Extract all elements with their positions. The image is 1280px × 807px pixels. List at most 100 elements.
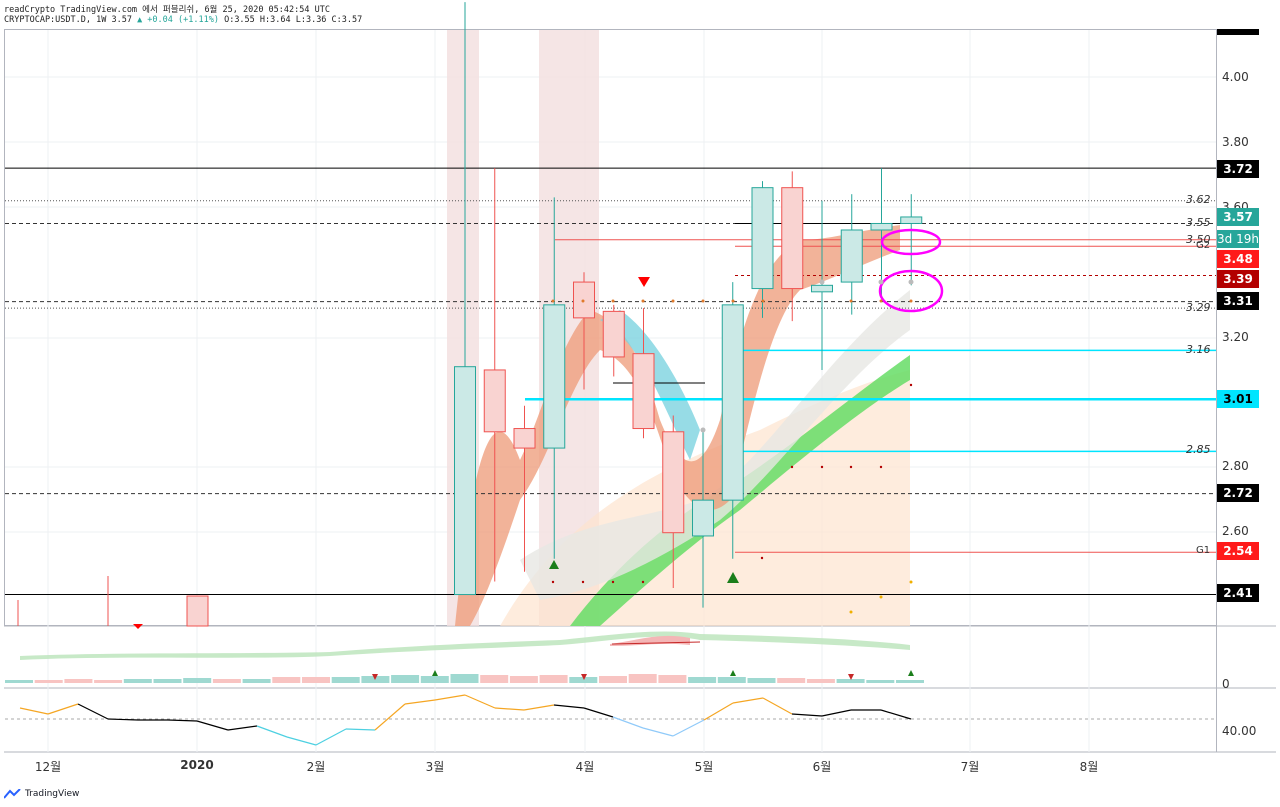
ribbon-band: [600, 310, 700, 460]
tradingview-logo[interactable]: TradingView: [4, 789, 79, 799]
oscillator-line: [286, 736, 317, 746]
price-badge: 2.41: [1217, 584, 1259, 602]
oscillator-pane: [5, 694, 1216, 746]
dot-marker: [909, 580, 913, 584]
dot-marker: [878, 279, 884, 285]
dot-marker: [641, 299, 645, 303]
oscillator-line: [227, 725, 258, 731]
dot-marker: [641, 580, 645, 584]
price-tick: 4.00: [1222, 70, 1249, 84]
dot-marker: [879, 465, 883, 469]
oscillator-line: [374, 703, 406, 731]
dot-marker: [909, 383, 913, 387]
level-label: 3.50: [1186, 233, 1211, 246]
price-tick: 3.20: [1222, 330, 1249, 344]
buy-signal-icon: [549, 560, 559, 569]
volume-bar: [34, 680, 63, 683]
dot-marker: [700, 427, 706, 433]
annotations: [133, 228, 944, 629]
dot-marker: [790, 465, 794, 469]
highlight-circle: [878, 269, 944, 313]
volume-bar: [836, 679, 865, 683]
dot-marker: [849, 610, 853, 614]
time-tick: 5월: [694, 760, 714, 774]
level-label: 3.16: [1186, 343, 1211, 356]
candle-body: [751, 187, 774, 290]
candle-body: [692, 499, 714, 537]
oscillator-line: [404, 699, 436, 705]
price-badge: 2.72: [1217, 484, 1259, 502]
oscillator-line: [523, 704, 555, 711]
dot-marker: [849, 299, 853, 303]
moving-average-ribbons: [455, 225, 910, 626]
volume-bar: [806, 679, 835, 683]
indicator-band: [20, 631, 910, 660]
oscillator-line: [672, 719, 705, 737]
oscillator-line: [434, 694, 466, 701]
volume-bar: [331, 677, 360, 683]
level-label: 3.29: [1186, 301, 1211, 314]
volume-bar: [361, 676, 390, 683]
price-badge: 3.72: [1217, 160, 1259, 178]
candle-body: [602, 310, 625, 358]
price-badge: 2.54: [1217, 542, 1259, 560]
volume-bar: [628, 674, 657, 683]
symbol-label[interactable]: CRYPTOCAP:USDT.D, 1W 3.57: [4, 15, 132, 25]
dot-marker: [760, 556, 764, 560]
indicator-line: [611, 641, 701, 645]
time-tick: 4월: [575, 760, 595, 774]
oscillator-line: [553, 704, 585, 709]
time-tick: 8월: [1079, 760, 1099, 774]
dot-marker: [701, 299, 705, 303]
dot-marker: [761, 299, 765, 303]
candle-body: [781, 187, 804, 290]
price-badge: 3.31: [1217, 292, 1259, 310]
volume-bar: [212, 679, 241, 683]
candles: [17, 2, 923, 627]
volume-bar: [242, 679, 271, 683]
tradingview-logo-icon: [4, 789, 21, 799]
candle-body: [543, 304, 566, 449]
up-arrow-icon: [432, 670, 438, 676]
candle-body: [483, 369, 506, 433]
dot-marker: [581, 299, 585, 303]
volume-bar: [777, 678, 806, 683]
level-label: 3.62: [1186, 193, 1211, 206]
volume-bar: [153, 679, 182, 683]
up-arrow-icon: [908, 670, 914, 676]
oscillator-line: [167, 719, 198, 722]
oscillator-line: [256, 725, 288, 738]
price-badge: 3.01: [1217, 390, 1259, 408]
candle-body: [900, 216, 923, 224]
oscillator-line: [732, 697, 764, 704]
up-arrow-icon: [730, 670, 736, 676]
volume-bar: [420, 676, 449, 683]
oscillator-line: [612, 716, 644, 729]
oscillator-line: [464, 694, 496, 709]
volume-indicator-pane: [5, 631, 924, 683]
candle-body: [721, 304, 744, 501]
volume-bar: [391, 675, 420, 683]
time-tick: 12월: [34, 760, 62, 774]
dot-marker: [819, 279, 825, 285]
grid-lines: [5, 30, 1216, 752]
last-price-badge: 3.57: [1217, 208, 1259, 226]
price-tick: 3.80: [1222, 135, 1249, 149]
dot-marker: [731, 299, 735, 303]
osc-tick: 40.00: [1222, 724, 1257, 738]
dot-marker: [551, 299, 555, 303]
volume-bar: [896, 680, 924, 683]
symbol-info-line: CRYPTOCAP:USDT.D, 1W 3.57 ▲ +0.04 (+1.11…: [4, 15, 362, 25]
sell-signal-icon: [133, 624, 143, 629]
volume-bar: [509, 676, 538, 683]
volume-bar: [450, 674, 479, 683]
volume-bar: [599, 676, 627, 683]
oscillator-line: [315, 728, 347, 746]
volume-bar: [717, 677, 746, 683]
candle-body: [811, 284, 833, 293]
countdown-badge: 3d 19h: [1217, 230, 1259, 248]
oscillator-line: [47, 703, 79, 715]
oscillator-line: [345, 728, 376, 731]
